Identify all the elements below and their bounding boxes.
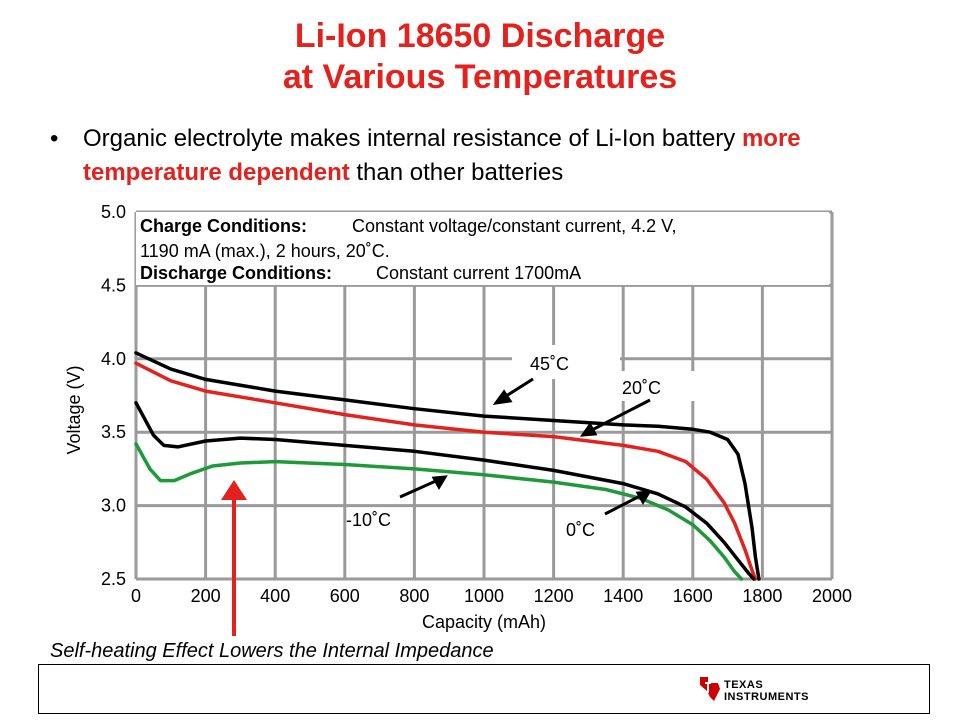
chart-series <box>134 351 761 581</box>
label-bg-20 <box>604 371 730 401</box>
bullet-point: • Organic electrolyte makes internal res… <box>50 122 930 190</box>
x-tick-label: 1800 <box>742 586 782 606</box>
x-axis-label: Capacity (mAh) <box>422 612 546 632</box>
y-tick-label: 2.5 <box>101 569 126 589</box>
series-line--10cc <box>134 442 744 581</box>
x-tick-label: 1600 <box>673 586 713 606</box>
ti-state-icon <box>700 677 720 701</box>
bullet-highlight: more temperature dependent <box>83 125 801 186</box>
charge-conditions-label: Charge Conditions: <box>140 216 307 236</box>
y-tick-label: 4.0 <box>101 349 126 369</box>
series-line-0cc <box>134 401 756 581</box>
x-tick-label: 800 <box>399 586 429 606</box>
charge-conditions-text-2: 1190 mA (max.), 2 hours, 20˚C. <box>140 241 390 261</box>
chart-ticks: 0 200 400 600 800 1000 1200 1400 1600 1800 2000 2.5… <box>101 202 852 606</box>
arrow-20c <box>579 398 651 437</box>
bullet-dot: • <box>50 125 59 152</box>
y-tick-label: 5.0 <box>101 202 126 222</box>
arrow-minus10c <box>399 475 448 499</box>
ti-wordmark: Texas Instruments <box>724 679 809 703</box>
label-bg-45 <box>512 345 620 379</box>
y-tick-label: 3.5 <box>101 422 126 442</box>
bullet-text-part2: than other batteries <box>349 159 564 186</box>
y-tick-label: 4.5 <box>101 275 126 295</box>
x-tick-label: 600 <box>330 586 360 606</box>
y-axis-label: Voltage (V) <box>64 365 84 454</box>
self-heating-footnote: Self-heating Effect Lowers the Internal … <box>50 640 494 662</box>
footer-bar <box>38 664 930 714</box>
ti-wordmark-line1: Texas <box>724 679 764 691</box>
annotation-0c: 0˚C <box>566 520 595 540</box>
texas-instruments-logo: Texas Instruments <box>698 675 828 707</box>
arrow-0c <box>604 490 652 516</box>
discharge-conditions-text: Constant current 1700mA <box>376 263 581 283</box>
x-tick-label: 1000 <box>464 586 504 606</box>
x-tick-label: 0 <box>131 586 141 606</box>
conditions-box <box>136 212 829 285</box>
arrow-45c <box>492 377 534 405</box>
slide-title: Li-Ion 18650 Discharge at Various Temper… <box>0 16 960 98</box>
charge-conditions-text: Constant voltage/constant current, 4.2 V… <box>352 216 677 236</box>
bullet-text-part1: Organic electrolyte makes internal resis… <box>83 125 742 152</box>
x-tick-label: 1200 <box>534 586 574 606</box>
y-tick-label: 3.0 <box>101 496 126 516</box>
discharge-conditions-label: Discharge Conditions: <box>140 263 332 283</box>
self-heating-arrow <box>221 480 247 636</box>
title-line-1: Li-Ion 18650 Discharge <box>294 17 666 55</box>
x-tick-label: 1400 <box>603 586 643 606</box>
series-line-20cc <box>134 361 758 581</box>
x-tick-label: 2000 <box>812 586 852 606</box>
series-line-45cc <box>134 351 761 581</box>
ti-wordmark-line2: Instruments <box>724 691 809 703</box>
annotation-20c: 20˚C <box>622 378 661 398</box>
annotation-45c: 45˚C <box>530 354 569 374</box>
x-tick-label: 200 <box>191 586 221 606</box>
bullet-text: Organic electrolyte makes internal resis… <box>83 122 930 190</box>
title-line-2: at Various Temperatures <box>282 58 678 96</box>
x-tick-label: 400 <box>260 586 290 606</box>
annotation-minus10c: -10˚C <box>346 510 391 530</box>
